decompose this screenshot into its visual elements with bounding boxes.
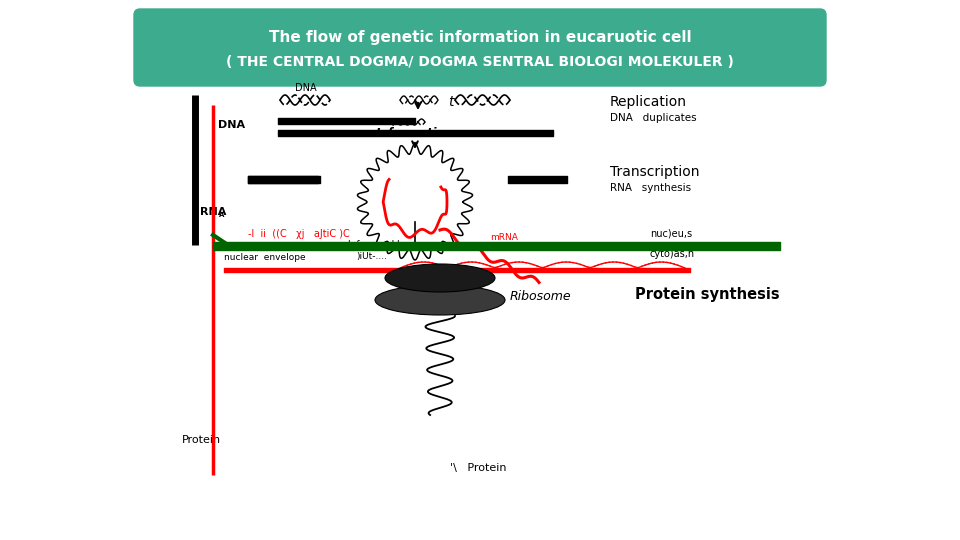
Text: Replication: Replication <box>610 95 687 109</box>
Text: RNA   synthesis: RNA synthesis <box>610 183 691 193</box>
Text: RNA: RNA <box>200 207 227 217</box>
Text: Inform   al,lon: Inform al,lon <box>348 240 411 248</box>
Ellipse shape <box>385 264 495 292</box>
Text: A: A <box>219 212 225 218</box>
Text: t: t <box>448 95 453 109</box>
Text: DNA: DNA <box>218 120 245 130</box>
FancyBboxPatch shape <box>134 9 826 86</box>
Text: Protein: Protein <box>182 435 221 445</box>
Text: mRNA: mRNA <box>490 233 517 242</box>
Ellipse shape <box>375 285 505 315</box>
Text: Ribosome: Ribosome <box>510 291 571 303</box>
Text: '\   Protein: '\ Protein <box>450 463 507 473</box>
Text: DNA: DNA <box>295 83 317 93</box>
Text: Transcription: Transcription <box>610 165 700 179</box>
Text: cyto)as,n: cyto)as,n <box>650 249 695 259</box>
Text: -l  ii  ((C   χj   aJtiC )C: -l ii ((C χj aJtiC )C <box>248 229 349 239</box>
Text: DNA   duplicates: DNA duplicates <box>610 113 697 123</box>
Text: Information: Information <box>376 127 454 140</box>
Text: The flow of genetic information in eucaruotic cell: The flow of genetic information in eucar… <box>269 30 691 45</box>
Text: ( THE CENTRAL DOGMA/ DOGMA SENTRAL BIOLOGI MOLEKULER ): ( THE CENTRAL DOGMA/ DOGMA SENTRAL BIOLO… <box>226 55 734 69</box>
Text: Protein synthesis: Protein synthesis <box>635 287 780 302</box>
Text: )iUt-....: )iUt-.... <box>356 253 387 261</box>
Text: nuclear  envelope: nuclear envelope <box>224 253 305 261</box>
Text: nuc)eu,s: nuc)eu,s <box>650 228 692 238</box>
